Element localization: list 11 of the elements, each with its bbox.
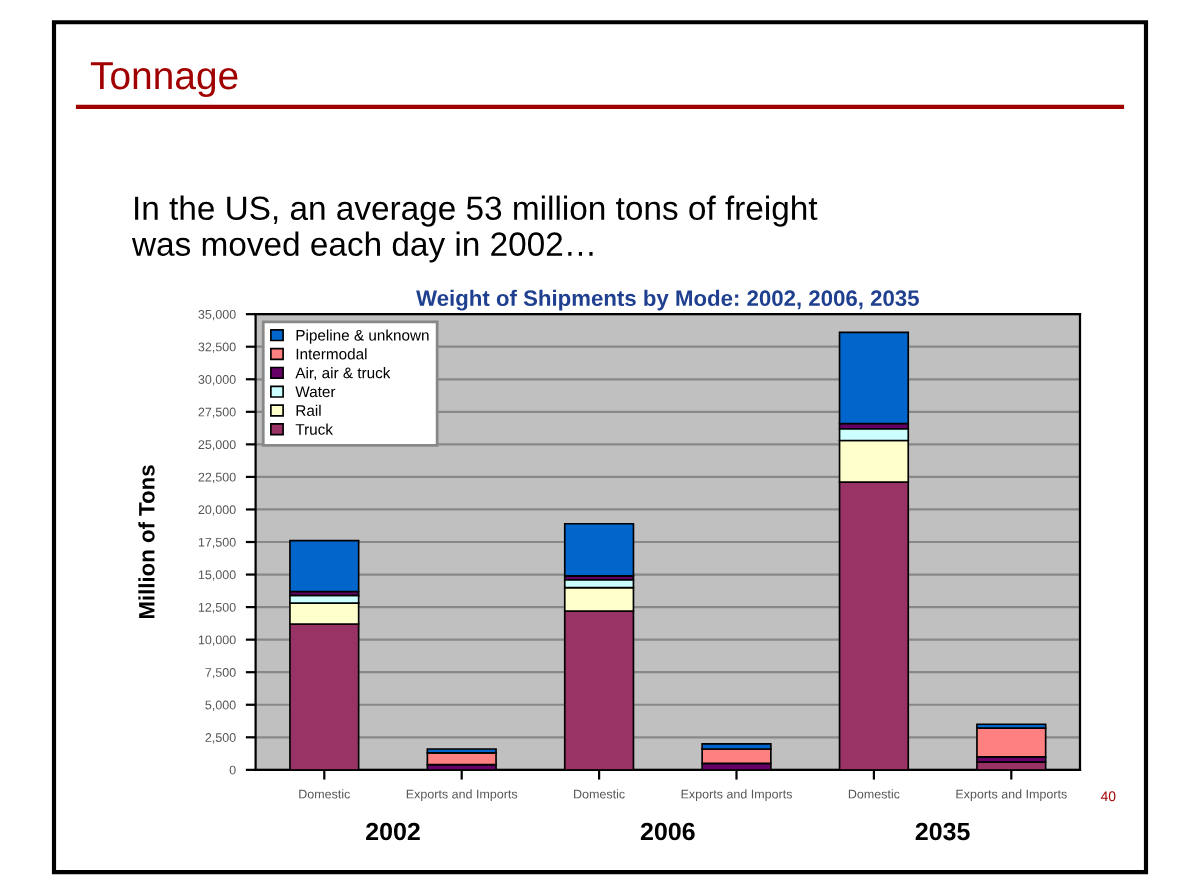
chart-title: Weight of Shipments by Mode: 2002, 2006, 2035	[416, 289, 919, 311]
text: In the US, an average 53 million tons of freight was moved each day in 2002…	[131, 195, 818, 263]
text: 2006	[640, 822, 695, 841]
text: Tonnage	[90, 62, 238, 98]
y-axis-title: Million of Tons	[138, 465, 155, 619]
bar	[563, 522, 635, 577]
bar	[289, 539, 360, 593]
text: 2035	[915, 822, 970, 841]
text: 2002	[366, 822, 420, 841]
bar	[976, 727, 1047, 758]
bar	[838, 331, 910, 425]
